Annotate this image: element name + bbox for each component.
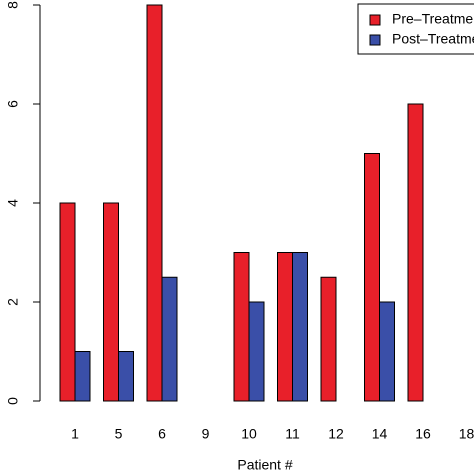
y-tick-label: 8 [5, 1, 21, 9]
x-tick-label: 6 [158, 426, 166, 442]
legend-label: Post–Treatment [392, 31, 474, 47]
y-tick-label: 0 [5, 397, 21, 405]
x-tick-label: 11 [285, 426, 300, 442]
x-tick-label: 16 [415, 426, 431, 442]
bar [407, 103, 424, 402]
bar [292, 252, 308, 402]
legend-box [357, 3, 474, 55]
bar [146, 4, 163, 402]
bar [277, 252, 293, 402]
bar [233, 252, 250, 402]
x-tick-label: 14 [372, 426, 388, 442]
x-tick-label: 18 [459, 426, 474, 442]
x-tick-label: 1 [71, 426, 79, 442]
y-tick-label: 4 [5, 199, 21, 207]
x-tick-label: 12 [328, 426, 344, 442]
bar [103, 202, 119, 402]
bar [379, 301, 395, 402]
bar [320, 276, 337, 402]
bar [118, 351, 134, 402]
bar [161, 276, 178, 402]
bar [59, 202, 76, 402]
bar [74, 351, 91, 402]
legend-swatch [369, 34, 381, 46]
legend-swatch [369, 14, 381, 26]
bar [364, 153, 380, 402]
y-tick-label: 6 [5, 100, 21, 108]
x-tick-label: 9 [202, 426, 210, 442]
legend-label: Pre–Treatment [392, 11, 474, 27]
y-tick-label: 2 [5, 298, 21, 306]
x-axis-label: Patient # [237, 457, 292, 473]
x-tick-label: 10 [241, 426, 257, 442]
bar [248, 301, 265, 402]
x-tick-label: 5 [115, 426, 123, 442]
